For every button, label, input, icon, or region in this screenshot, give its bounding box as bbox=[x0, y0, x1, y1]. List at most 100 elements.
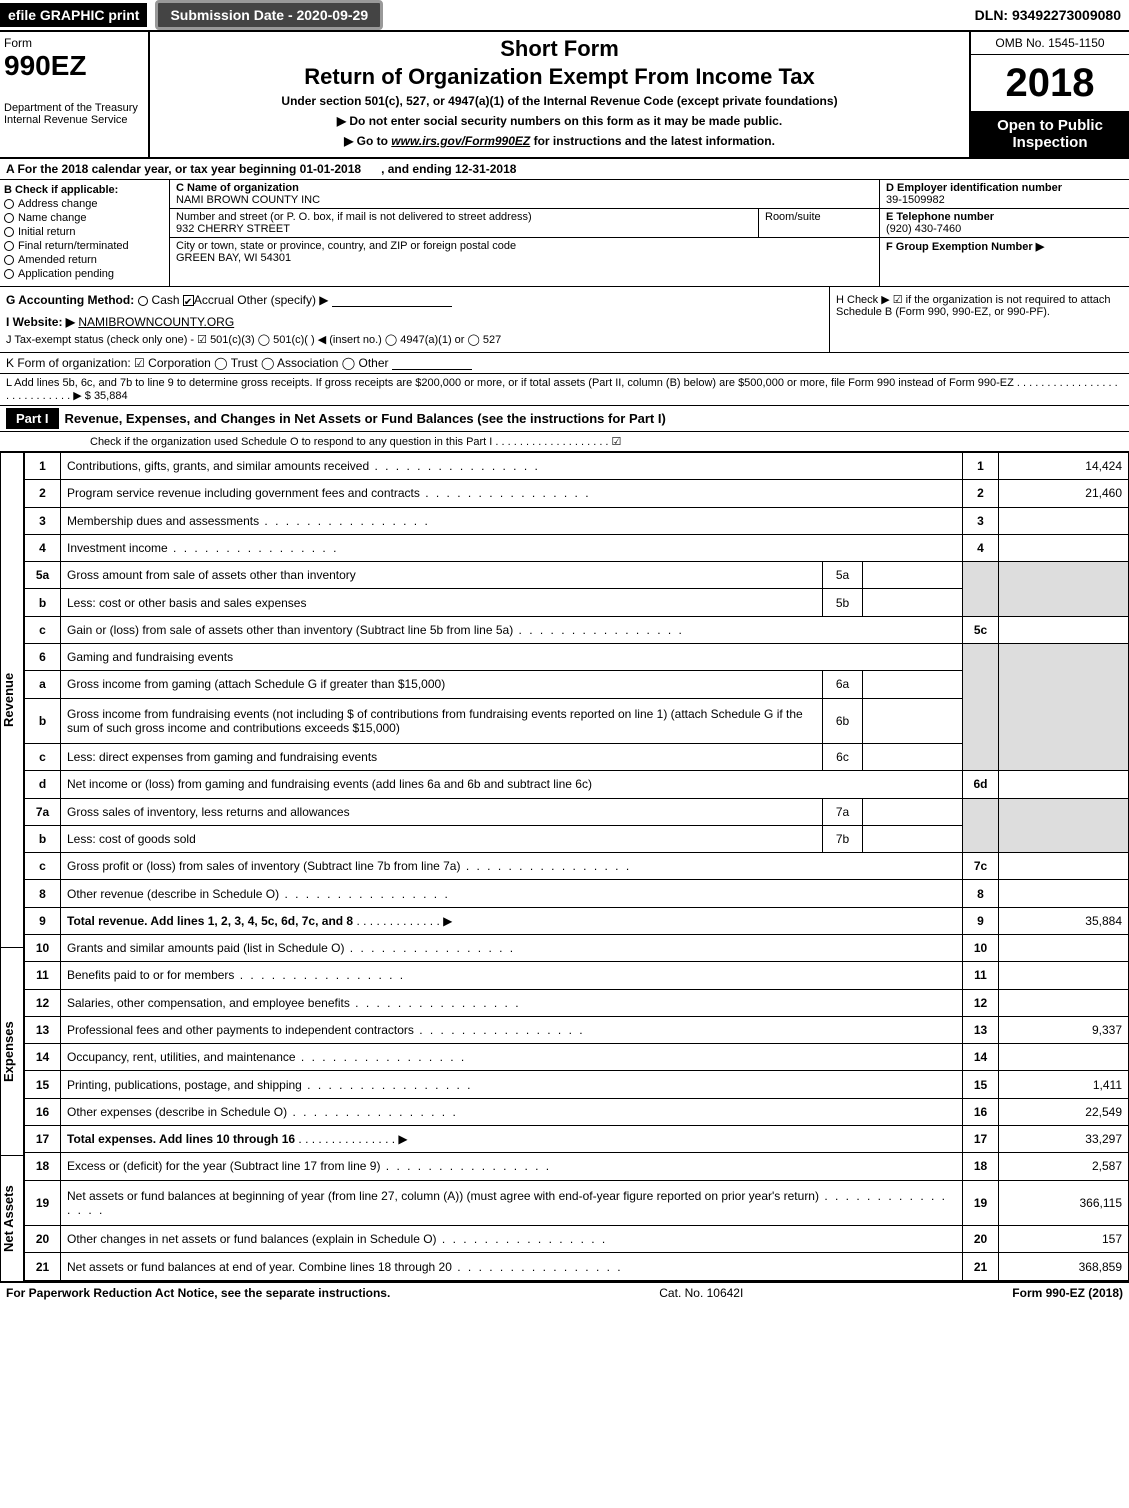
line-16-val: 22,549 bbox=[999, 1098, 1129, 1125]
box-b-checklist: Address change Name change Initial retur… bbox=[4, 198, 165, 280]
row-h: H Check ▶ ☑ if the organization is not r… bbox=[829, 287, 1129, 352]
addr-value: 932 CHERRY STREET bbox=[176, 223, 290, 235]
line-5b-sub: 5b bbox=[823, 589, 863, 616]
line-5a-num: 5a bbox=[25, 562, 61, 589]
chk-application-pending[interactable] bbox=[4, 269, 14, 279]
line-13-col: 13 bbox=[963, 1016, 999, 1043]
g-cash-radio[interactable] bbox=[138, 296, 148, 306]
city-value: GREEN BAY, WI 54301 bbox=[176, 252, 291, 264]
chk-amended-return-label: Amended return bbox=[18, 254, 97, 266]
website-link[interactable]: NAMIBROWNCOUNTY.ORG bbox=[78, 315, 234, 329]
line-5c: cGain or (loss) from sale of assets othe… bbox=[25, 616, 1129, 643]
g-accrual-label: Accrual bbox=[194, 293, 234, 307]
line-5c-val bbox=[999, 616, 1129, 643]
line-18-col: 18 bbox=[963, 1153, 999, 1180]
line-6d-val bbox=[999, 771, 1129, 798]
line-16-text: Other expenses (describe in Schedule O) bbox=[61, 1098, 963, 1125]
line-6a-sub: 6a bbox=[823, 671, 863, 698]
line-3-num: 3 bbox=[25, 507, 61, 534]
line-6a-subval bbox=[863, 671, 963, 698]
line-6d-col: 6d bbox=[963, 771, 999, 798]
return-title: Return of Organization Exempt From Incom… bbox=[154, 64, 965, 90]
line-5a: 5aGross amount from sale of assets other… bbox=[25, 562, 1129, 589]
e-label: E Telephone number bbox=[886, 211, 994, 223]
line-20-col: 20 bbox=[963, 1226, 999, 1253]
chk-final-return[interactable] bbox=[4, 241, 14, 251]
line-20: 20Other changes in net assets or fund ba… bbox=[25, 1226, 1129, 1253]
line-15-col: 15 bbox=[963, 1071, 999, 1098]
line-21-num: 21 bbox=[25, 1253, 61, 1281]
chk-initial-return[interactable] bbox=[4, 227, 14, 237]
line-17-val: 33,297 bbox=[999, 1125, 1129, 1152]
line-14-col: 14 bbox=[963, 1044, 999, 1071]
line-7a-text: Gross sales of inventory, less returns a… bbox=[61, 798, 823, 825]
dln-value: 93492273009080 bbox=[1012, 7, 1121, 23]
header-right-box: OMB No. 1545-1150 2018 Open to Public In… bbox=[969, 32, 1129, 157]
line-7ab-greyval bbox=[999, 798, 1129, 853]
e-telephone-row: E Telephone number (920) 430-7460 bbox=[880, 209, 1129, 238]
row-l-text: L Add lines 5b, 6c, and 7b to line 9 to … bbox=[6, 377, 1118, 402]
line-7b-num: b bbox=[25, 825, 61, 852]
g-other-input[interactable] bbox=[332, 293, 452, 307]
line-6b-text: Gross income from fundraising events (no… bbox=[61, 698, 823, 743]
line-7c-text: Gross profit or (loss) from sales of inv… bbox=[61, 853, 963, 880]
line-7a-sub: 7a bbox=[823, 798, 863, 825]
section-bcd: B Check if applicable: Address change Na… bbox=[0, 180, 1129, 287]
efile-print-button[interactable]: efile GRAPHIC print bbox=[0, 3, 147, 27]
omb-number: OMB No. 1545-1150 bbox=[971, 32, 1129, 55]
row-l: L Add lines 5b, 6c, and 7b to line 9 to … bbox=[0, 374, 1129, 406]
under-section: Under section 501(c), 527, or 4947(a)(1)… bbox=[154, 94, 965, 108]
part-1-check-row: Check if the organization used Schedule … bbox=[0, 432, 1129, 452]
irs-goto-link[interactable]: www.irs.gov/Form990EZ bbox=[391, 134, 530, 148]
footer-left: For Paperwork Reduction Act Notice, see … bbox=[6, 1286, 390, 1300]
line-21: 21Net assets or fund balances at end of … bbox=[25, 1253, 1129, 1281]
line-16-num: 16 bbox=[25, 1098, 61, 1125]
line-5b-num: b bbox=[25, 589, 61, 616]
line-18-val: 2,587 bbox=[999, 1153, 1129, 1180]
line-8-col: 8 bbox=[963, 880, 999, 907]
line-20-text: Other changes in net assets or fund bala… bbox=[61, 1226, 963, 1253]
line-7a-num: 7a bbox=[25, 798, 61, 825]
line-11-text: Benefits paid to or for members bbox=[61, 962, 963, 989]
line-3: 3Membership dues and assessments3 bbox=[25, 507, 1129, 534]
row-k-other-input[interactable] bbox=[392, 356, 472, 370]
chk-name-change[interactable] bbox=[4, 213, 14, 223]
box-def: D Employer identification number 39-1509… bbox=[879, 180, 1129, 286]
line-15: 15Printing, publications, postage, and s… bbox=[25, 1071, 1129, 1098]
line-12-text: Salaries, other compensation, and employ… bbox=[61, 989, 963, 1016]
form-header: Form 990EZ Department of the Treasury In… bbox=[0, 32, 1129, 159]
row-a-end: , and ending 12-31-2018 bbox=[381, 162, 516, 176]
form-label: Form bbox=[4, 36, 144, 50]
g-accrual-check[interactable] bbox=[183, 295, 194, 306]
chk-address-change[interactable] bbox=[4, 199, 14, 209]
line-17-col: 17 bbox=[963, 1125, 999, 1152]
city-label: City or town, state or province, country… bbox=[176, 240, 516, 252]
line-6d-num: d bbox=[25, 771, 61, 798]
line-7a: 7aGross sales of inventory, less returns… bbox=[25, 798, 1129, 825]
chk-initial-return-label: Initial return bbox=[18, 226, 75, 238]
line-7ab-greycol bbox=[963, 798, 999, 853]
line-16: 16Other expenses (describe in Schedule O… bbox=[25, 1098, 1129, 1125]
hint-goto-pre: ▶ Go to bbox=[344, 134, 391, 148]
row-gh: G Accounting Method: Cash Accrual Other … bbox=[0, 287, 1129, 353]
title-cell: Short Form Return of Organization Exempt… bbox=[150, 32, 969, 157]
hint-goto-post: for instructions and the latest informat… bbox=[530, 134, 775, 148]
line-21-col: 21 bbox=[963, 1253, 999, 1281]
line-12-col: 12 bbox=[963, 989, 999, 1016]
row-k-text: K Form of organization: ☑ Corporation ◯ … bbox=[6, 356, 389, 370]
line-3-val bbox=[999, 507, 1129, 534]
line-4-num: 4 bbox=[25, 534, 61, 561]
line-9: 9Total revenue. Add lines 1, 2, 3, 4, 5c… bbox=[25, 907, 1129, 934]
row-g: G Accounting Method: Cash Accrual Other … bbox=[0, 287, 829, 352]
line-19-val: 366,115 bbox=[999, 1180, 1129, 1225]
line-13-val: 9,337 bbox=[999, 1016, 1129, 1043]
line-13: 13Professional fees and other payments t… bbox=[25, 1016, 1129, 1043]
line-12-val bbox=[999, 989, 1129, 1016]
line-12-num: 12 bbox=[25, 989, 61, 1016]
lines-container: Revenue Expenses Net Assets 1Contributio… bbox=[0, 452, 1129, 1281]
chk-name-change-label: Name change bbox=[18, 212, 87, 224]
chk-amended-return[interactable] bbox=[4, 255, 14, 265]
line-6c-subval bbox=[863, 744, 963, 771]
line-9-num: 9 bbox=[25, 907, 61, 934]
line-7b-sub: 7b bbox=[823, 825, 863, 852]
